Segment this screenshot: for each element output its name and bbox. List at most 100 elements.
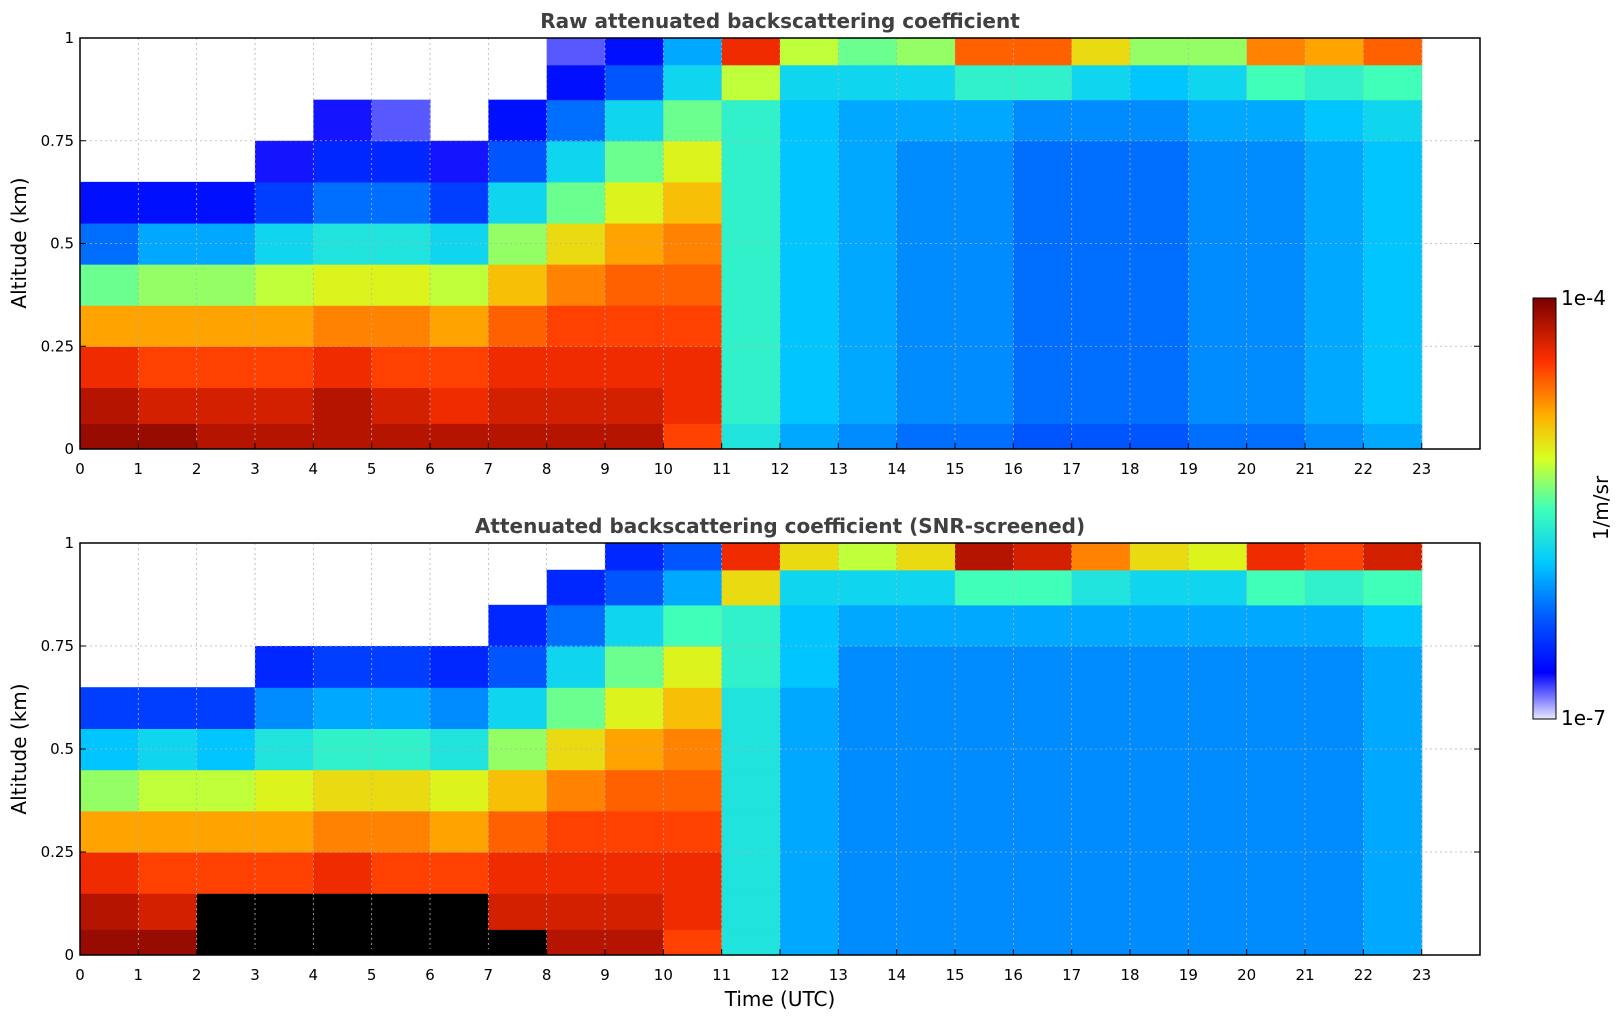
top-heatmap-cell xyxy=(255,305,314,347)
bottom-heatmap-cell xyxy=(430,769,489,812)
top-x-tick-label: 1 xyxy=(134,460,144,478)
top-heatmap-cell xyxy=(721,305,781,347)
bottom-heatmap-cell xyxy=(196,810,256,853)
top-heatmap-cell xyxy=(1013,181,1073,224)
bottom-heatmap-cell xyxy=(896,687,956,729)
bottom-heatmap-cell xyxy=(430,687,489,729)
top-heatmap-cell xyxy=(663,222,723,265)
bottom-heatmap-cell xyxy=(80,929,139,955)
bottom-heatmap-cell xyxy=(1071,810,1131,853)
bottom-heatmap-cell xyxy=(896,852,956,894)
bottom-heatmap-cell xyxy=(605,569,664,606)
top-heatmap-cell xyxy=(1071,64,1131,101)
top-x-tick-label: 13 xyxy=(829,460,848,478)
bottom-heatmap-cell xyxy=(955,810,1014,853)
top-heatmap-cell xyxy=(955,99,1014,142)
bottom-heatmap-cell xyxy=(430,728,489,771)
colorbar-max-label: 1e-4 xyxy=(1561,286,1606,310)
top-heatmap-cell xyxy=(1013,64,1073,101)
top-heatmap-cell xyxy=(605,140,664,183)
top-heatmap-cell xyxy=(1363,305,1423,347)
bottom-heatmap-cell xyxy=(605,728,664,771)
top-heatmap-cell xyxy=(546,305,606,347)
bottom-heatmap-cell xyxy=(721,687,781,729)
bottom-heatmap-cell xyxy=(1013,769,1073,812)
bottom-heatmap-cell xyxy=(1071,569,1131,606)
bottom-heatmap-cell xyxy=(838,646,898,688)
top-heatmap-cell xyxy=(1013,387,1073,424)
top-heatmap-cell xyxy=(371,181,431,224)
bottom-heatmap-cell xyxy=(371,687,431,729)
top-heatmap-cell xyxy=(1246,64,1306,101)
top-heatmap-cell xyxy=(1363,423,1423,449)
top-heatmap-cell xyxy=(138,222,198,265)
top-heatmap-cell xyxy=(1130,38,1189,66)
bottom-heatmap-cell xyxy=(1246,646,1306,688)
top-heatmap-cell xyxy=(313,305,373,347)
bottom-heatmap-cell xyxy=(721,543,781,571)
top-heatmap-cell xyxy=(1071,387,1131,424)
top-heatmap-cell xyxy=(955,38,1014,66)
top-heatmap-cell xyxy=(721,264,781,306)
top-heatmap-cell xyxy=(1188,387,1248,424)
bottom-x-tick-label: 21 xyxy=(1295,966,1314,984)
top-x-tick-label: 6 xyxy=(425,460,435,478)
top-heatmap-cell xyxy=(313,222,373,265)
bottom-heatmap-cell xyxy=(838,769,898,812)
bottom-heatmap-cell xyxy=(313,687,373,729)
bottom-heatmap-cell xyxy=(313,929,373,955)
top-heatmap-cell xyxy=(1013,305,1073,347)
top-heatmap-cell xyxy=(780,64,839,101)
top-grid xyxy=(80,38,1480,449)
bottom-heatmap-cell xyxy=(138,810,198,853)
bottom-heatmap-cell xyxy=(196,929,256,955)
top-x-tick-label: 3 xyxy=(250,460,260,478)
bottom-heatmap-cell xyxy=(605,852,664,894)
top-heatmap-cell xyxy=(1246,181,1306,224)
bottom-heatmap-cell xyxy=(721,893,781,930)
bottom-heatmap-cell xyxy=(955,687,1014,729)
bottom-heatmap-cell xyxy=(313,852,373,894)
bottom-heatmap-cell xyxy=(1130,810,1189,853)
top-heatmap-cell xyxy=(955,387,1014,424)
top-heatmap-cell xyxy=(780,346,839,388)
top-heatmap-cell xyxy=(1246,346,1306,388)
bottom-heatmap-cell xyxy=(138,929,198,955)
bottom-heatmap-cell xyxy=(663,893,723,930)
bottom-heatmap-cell xyxy=(80,687,139,729)
top-heatmap-cell xyxy=(313,181,373,224)
top-heatmap-cell xyxy=(80,423,139,449)
bottom-heatmap-cell xyxy=(1188,569,1248,606)
top-heatmap-cell xyxy=(663,346,723,388)
top-heatmap-cell xyxy=(80,346,139,388)
bottom-heatmap-cell xyxy=(1246,687,1306,729)
top-heatmap-cell xyxy=(1013,38,1073,66)
top-heatmap-cell xyxy=(488,140,548,183)
bottom-heatmap-cell xyxy=(371,852,431,894)
top-heatmap-cell xyxy=(1071,38,1131,66)
bottom-heatmap-cell xyxy=(1130,852,1189,894)
top-x-tick-label: 5 xyxy=(367,460,377,478)
top-heatmap-cell xyxy=(838,346,898,388)
bottom-heatmap-cell xyxy=(780,852,839,894)
top-heatmap-cell xyxy=(196,305,256,347)
bottom-heatmap-cell xyxy=(663,543,723,571)
top-heatmap-cell xyxy=(721,99,781,142)
bottom-x-tick-label: 1 xyxy=(134,966,144,984)
top-heatmap-cell xyxy=(80,264,139,306)
top-heatmap-cell xyxy=(1013,264,1073,306)
bottom-heatmap-cell xyxy=(955,646,1014,688)
top-heatmap-cell xyxy=(1130,99,1189,142)
top-heatmap-cell xyxy=(255,222,314,265)
bottom-heatmap-cell xyxy=(605,687,664,729)
top-heatmap-cell xyxy=(838,38,898,66)
bottom-heatmap-cell xyxy=(780,569,839,606)
bottom-heatmap-cell xyxy=(1013,687,1073,729)
bottom-heatmap-cell xyxy=(663,728,723,771)
bottom-heatmap-cell xyxy=(1305,646,1364,688)
bottom-heatmap-cell xyxy=(663,769,723,812)
top-heatmap-cell xyxy=(1305,64,1364,101)
top-x-tick-label: 22 xyxy=(1354,460,1373,478)
bottom-heatmap-cell xyxy=(1013,604,1073,647)
bottom-heatmap-cell xyxy=(138,769,198,812)
